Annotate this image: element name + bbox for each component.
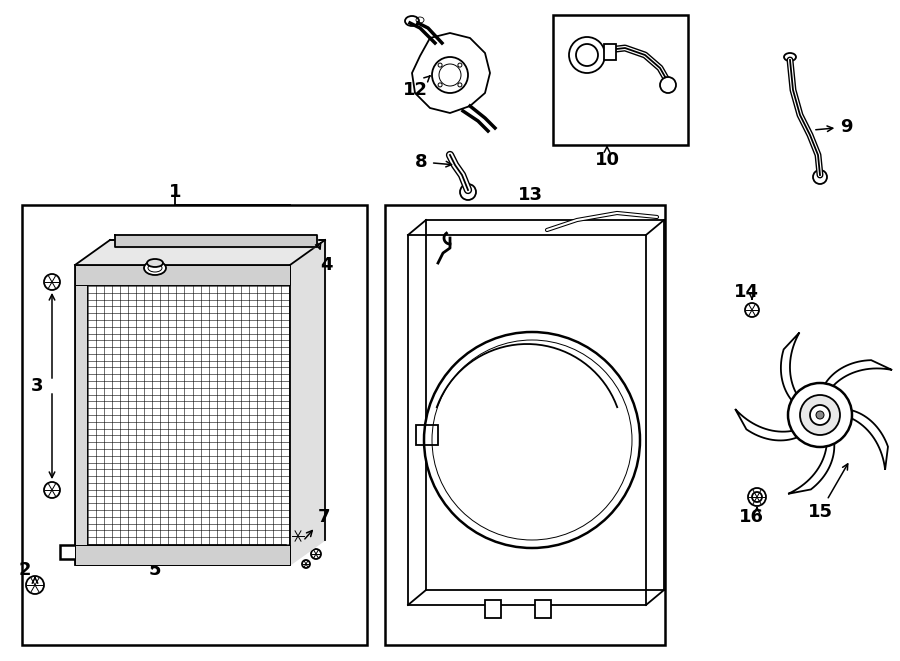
Text: 2: 2 xyxy=(19,561,32,579)
Bar xyxy=(75,545,290,565)
Text: 1: 1 xyxy=(169,183,181,201)
Text: 4: 4 xyxy=(316,243,332,274)
Polygon shape xyxy=(290,240,325,565)
Circle shape xyxy=(569,37,605,73)
Text: 11: 11 xyxy=(584,99,609,117)
Polygon shape xyxy=(412,33,490,113)
Circle shape xyxy=(438,63,442,67)
Polygon shape xyxy=(75,240,325,265)
Text: 8: 8 xyxy=(416,153,452,171)
Circle shape xyxy=(813,170,827,184)
Circle shape xyxy=(816,411,824,419)
Text: 7: 7 xyxy=(305,508,330,539)
Bar xyxy=(535,600,551,618)
Ellipse shape xyxy=(147,259,163,267)
Bar xyxy=(22,205,367,645)
Polygon shape xyxy=(735,409,799,440)
Bar xyxy=(553,15,688,145)
Circle shape xyxy=(311,549,321,559)
Circle shape xyxy=(438,83,442,87)
Circle shape xyxy=(660,77,676,93)
Bar xyxy=(75,265,290,285)
Circle shape xyxy=(748,488,766,506)
Circle shape xyxy=(458,83,462,87)
Ellipse shape xyxy=(144,261,166,275)
Circle shape xyxy=(458,63,462,67)
Text: 15: 15 xyxy=(807,464,848,521)
Polygon shape xyxy=(850,410,888,469)
Circle shape xyxy=(460,184,476,200)
Bar xyxy=(75,265,290,565)
Circle shape xyxy=(810,405,830,425)
Circle shape xyxy=(26,576,44,594)
Text: 12: 12 xyxy=(402,76,430,99)
Circle shape xyxy=(752,492,762,502)
Polygon shape xyxy=(824,360,892,387)
Bar xyxy=(60,545,285,559)
Text: 9: 9 xyxy=(815,118,852,136)
Circle shape xyxy=(302,560,310,568)
Circle shape xyxy=(576,44,598,66)
Bar xyxy=(416,425,438,445)
Bar xyxy=(485,600,501,618)
Circle shape xyxy=(44,274,60,290)
Bar xyxy=(385,205,665,645)
Text: 5: 5 xyxy=(148,561,161,579)
Circle shape xyxy=(424,332,640,548)
Circle shape xyxy=(44,482,60,498)
Circle shape xyxy=(745,303,759,317)
Circle shape xyxy=(788,383,852,447)
Text: 14: 14 xyxy=(734,283,759,301)
Bar xyxy=(75,265,87,565)
Polygon shape xyxy=(115,235,317,247)
Text: 6: 6 xyxy=(169,264,256,282)
Circle shape xyxy=(432,57,468,93)
Circle shape xyxy=(291,529,305,543)
Polygon shape xyxy=(781,332,799,402)
Text: 3: 3 xyxy=(31,377,43,395)
Text: 10: 10 xyxy=(595,151,619,169)
Bar xyxy=(604,44,616,60)
Ellipse shape xyxy=(784,53,796,61)
Polygon shape xyxy=(788,442,834,494)
Bar xyxy=(408,235,646,605)
Circle shape xyxy=(800,395,840,435)
Ellipse shape xyxy=(148,264,162,272)
Text: 13: 13 xyxy=(518,186,543,204)
Text: 16: 16 xyxy=(739,508,763,526)
Polygon shape xyxy=(110,240,325,540)
